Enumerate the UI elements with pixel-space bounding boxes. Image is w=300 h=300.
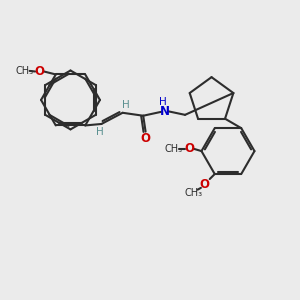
Text: O: O [141,132,151,145]
Text: O: O [34,65,45,78]
Text: H: H [159,97,167,107]
Text: CH₃: CH₃ [184,188,202,198]
Text: O: O [200,178,209,191]
Text: O: O [184,142,194,155]
Text: H: H [96,127,104,137]
Text: CH₃: CH₃ [15,66,33,76]
Text: CH₃: CH₃ [165,144,183,154]
Text: N: N [159,105,170,118]
Text: H: H [122,100,130,110]
